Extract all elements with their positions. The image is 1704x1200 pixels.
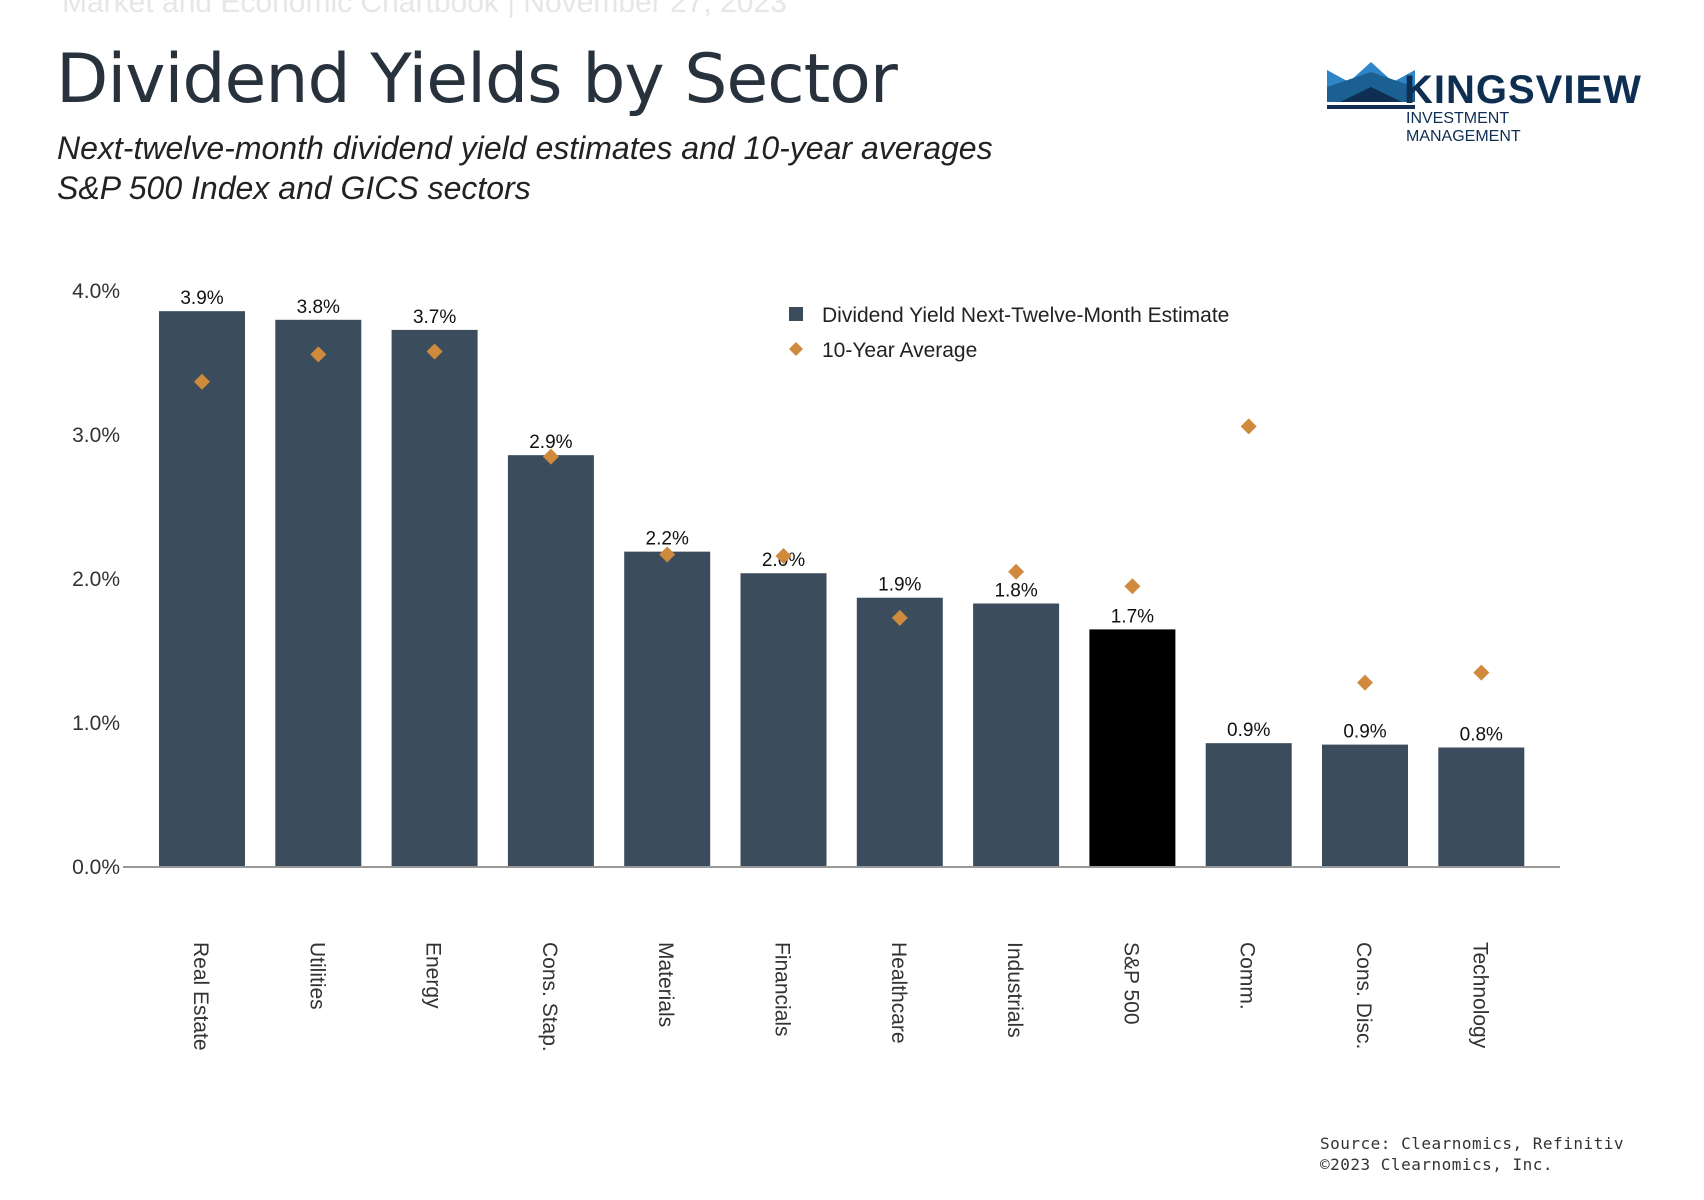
x-tick-label: Financials [771,942,794,1037]
crown-icon [1327,62,1415,109]
x-tick-label: Real Estate [189,942,212,1051]
bar-value-label: 0.8% [1460,724,1503,745]
avg-diamond [310,346,327,363]
bar [391,329,478,867]
x-tick-label: Cons. Stap. [538,942,561,1052]
bar [507,455,594,867]
bar-value-label: 0.9% [1343,722,1386,743]
x-tick-label: S&P 500 [1119,942,1142,1025]
avg-diamond [1008,563,1025,580]
bar [1438,747,1525,867]
avg-diamond [891,609,908,626]
y-tick-label: 3.0% [72,424,120,447]
source-line-2: ©2023 Clearnomics, Inc. [1320,1155,1554,1174]
avg-diamond [542,448,559,465]
legend-avg-label: 10-Year Average [822,339,977,362]
x-tick-label: Industrials [1003,942,1026,1038]
logo-name: KINGSVIEW [1404,68,1642,112]
bar [973,603,1060,867]
avg-diamond [659,546,676,563]
avg-diamond [426,343,443,360]
bar-value-label: 1.8% [994,580,1037,601]
avg-diamond [1124,578,1141,595]
bar [1089,629,1176,867]
y-tick-label: 4.0% [72,280,120,303]
avg-diamond [1357,674,1373,691]
legend-bar-swatch [789,307,803,321]
x-tick-label: Energy [422,942,445,1009]
avg-diamond [194,373,210,390]
bar-value-label: 1.7% [1111,606,1154,627]
legend-bar-label: Dividend Yield Next-Twelve-Month Estimat… [822,304,1229,327]
x-tick-label: Materials [654,942,677,1027]
legend-diamond-swatch [789,342,803,356]
x-tick-label: Cons. Disc. [1352,942,1375,1049]
avg-diamond [775,547,792,564]
x-tick-label: Healthcare [887,942,910,1044]
avg-diamond [1473,664,1490,681]
x-tick-label: Utilities [305,942,328,1010]
bar [159,311,245,867]
kingsview-logo: KINGSVIEW INVESTMENT MANAGEMENT [1325,62,1641,145]
bar-value-label: 3.7% [413,307,456,328]
bar [624,551,711,867]
bar-value-label: 3.8% [297,297,340,318]
x-tick-label: Comm. [1236,942,1259,1010]
header-text: Market and Economic Chartbook | November… [62,0,787,19]
bar-value-label: 2.9% [529,432,572,453]
y-tick-label: 2.0% [72,568,120,591]
x-tick-label: Technology [1468,942,1491,1049]
bar-value-label: 3.9% [180,288,223,309]
bar [275,319,362,867]
avg-diamond [1240,418,1257,435]
bar [856,597,943,867]
source-line-1: Source: Clearnomics, Refinitiv [1320,1134,1624,1153]
y-tick-label: 1.0% [72,712,120,735]
bar [1322,744,1408,867]
subtitle-line-1: Next-twelve-month dividend yield estimat… [57,130,993,166]
bar [1205,743,1292,867]
page-title: Dividend Yields by Sector [56,40,898,119]
bar [740,573,827,867]
bar-value-label: 1.9% [878,575,921,596]
source-note: Source: Clearnomics, Refinitiv ©2023 Cle… [1320,1133,1624,1175]
bar-value-label: 2.2% [646,529,689,550]
bar-value-label: 0.9% [1227,720,1270,741]
subtitle-line-2: S&P 500 Index and GICS sectors [57,170,531,206]
logo-tagline: INVESTMENT MANAGEMENT [1406,110,1521,145]
y-tick-label: 0.0% [72,856,120,879]
